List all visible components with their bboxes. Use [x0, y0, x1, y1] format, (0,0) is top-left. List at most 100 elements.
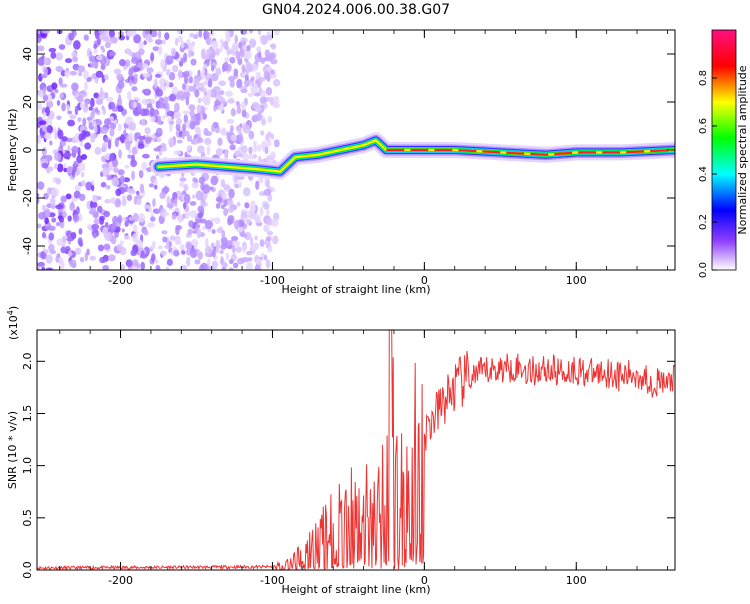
noise-speckle [105, 185, 111, 190]
noise-speckle [81, 90, 86, 95]
noise-speckle [248, 130, 255, 140]
noise-speckle [123, 177, 131, 183]
noise-speckle [37, 192, 40, 198]
noise-speckle [191, 182, 199, 189]
noise-speckle [100, 45, 105, 50]
noise-speckle [45, 267, 54, 270]
noise-speckle [103, 210, 111, 218]
noise-speckle [117, 93, 122, 103]
noise-speckle [186, 145, 191, 151]
noise-speckle [215, 239, 221, 250]
noise-speckle [192, 83, 197, 94]
noise-speckle [240, 88, 248, 94]
noise-speckle [109, 127, 115, 137]
noise-speckle [257, 30, 262, 36]
noise-speckle [266, 209, 270, 216]
noise-speckle [184, 151, 188, 159]
noise-speckle [220, 256, 224, 265]
noise-speckle [104, 74, 109, 81]
noise-speckle [169, 235, 176, 241]
noise-speckle [125, 59, 131, 68]
noise-speckle [161, 230, 168, 235]
noise-speckle [58, 145, 64, 153]
noise-speckle [113, 68, 122, 75]
noise-speckle [226, 199, 234, 207]
noise-speckle [139, 253, 148, 259]
noise-speckle [220, 243, 227, 250]
noise-speckle [187, 228, 193, 235]
noise-speckle [249, 80, 255, 87]
noise-speckle [74, 247, 82, 255]
noise-speckle [211, 249, 216, 258]
noise-speckle [128, 149, 132, 154]
noise-speckle [116, 73, 124, 81]
snr-exponent-label: (x104) [6, 306, 20, 340]
noise-speckle [70, 231, 77, 240]
noise-speckle [260, 130, 265, 136]
noise-speckle [232, 245, 236, 254]
noise-speckle [93, 92, 99, 99]
noise-speckle [104, 137, 109, 143]
noise-speckle [87, 223, 93, 231]
noise-speckle [137, 143, 145, 149]
noise-speckle [136, 197, 142, 206]
noise-speckle [118, 149, 122, 159]
noise-speckle [264, 146, 269, 155]
noise-speckle [113, 119, 118, 125]
noise-speckle [259, 239, 265, 247]
noise-speckle [101, 258, 106, 264]
noise-speckle [119, 175, 125, 185]
noise-speckle [51, 82, 58, 90]
spectrogram-ylabel: Frequency (Hz) [6, 109, 19, 192]
noise-speckle [58, 44, 66, 50]
noise-speckle [61, 102, 66, 112]
noise-speckle [138, 135, 146, 141]
noise-speckle [195, 112, 201, 123]
noise-speckle [61, 136, 68, 142]
noise-speckle [132, 212, 139, 223]
noise-speckle [67, 110, 73, 115]
noise-speckle [203, 30, 208, 41]
noise-speckle [215, 147, 223, 157]
noise-speckle [56, 163, 64, 173]
noise-speckle [202, 113, 208, 120]
noise-speckle [121, 198, 127, 207]
noise-speckle [182, 83, 186, 91]
noise-speckle [55, 255, 60, 263]
noise-speckle [265, 259, 271, 269]
noise-speckle [223, 199, 228, 207]
noise-speckle [62, 210, 67, 219]
noise-speckle [78, 72, 83, 77]
noise-speckle [196, 145, 205, 154]
noise-speckle [47, 225, 56, 231]
noise-speckle [93, 48, 98, 54]
noise-speckle [219, 103, 224, 113]
noise-speckle [132, 224, 138, 233]
noise-speckle [128, 132, 134, 142]
noise-speckle [241, 64, 246, 72]
noise-speckle [204, 237, 209, 248]
noise-speckle [55, 204, 63, 210]
noise-speckle [262, 66, 267, 73]
noise-speckle [229, 56, 236, 64]
noise-speckle [185, 242, 193, 250]
noise-speckle [189, 42, 195, 48]
colorbar-ticks: 0.0 0.2 0.4 0.6 0.8 [698, 70, 717, 278]
noise-speckle [158, 102, 165, 109]
noise-speckle [68, 259, 77, 268]
noise-speckle [263, 254, 268, 261]
noise-speckle [180, 264, 188, 270]
noise-speckle [183, 193, 191, 204]
noise-speckle [267, 115, 273, 124]
noise-speckle [246, 219, 252, 225]
spectrogram-xlabel: Height of straight line (km) [281, 283, 430, 296]
noise-speckle [126, 30, 133, 37]
noise-speckle [37, 261, 46, 267]
noise-speckle [69, 70, 78, 76]
noise-speckle [100, 126, 109, 134]
noise-speckle [198, 30, 203, 38]
snr-axis-ticks: -200 -100 0 100 0.0 0.5 1.0 1.5 2.0 [21, 330, 675, 587]
noise-speckle [268, 53, 276, 60]
noise-speckle [258, 57, 267, 63]
